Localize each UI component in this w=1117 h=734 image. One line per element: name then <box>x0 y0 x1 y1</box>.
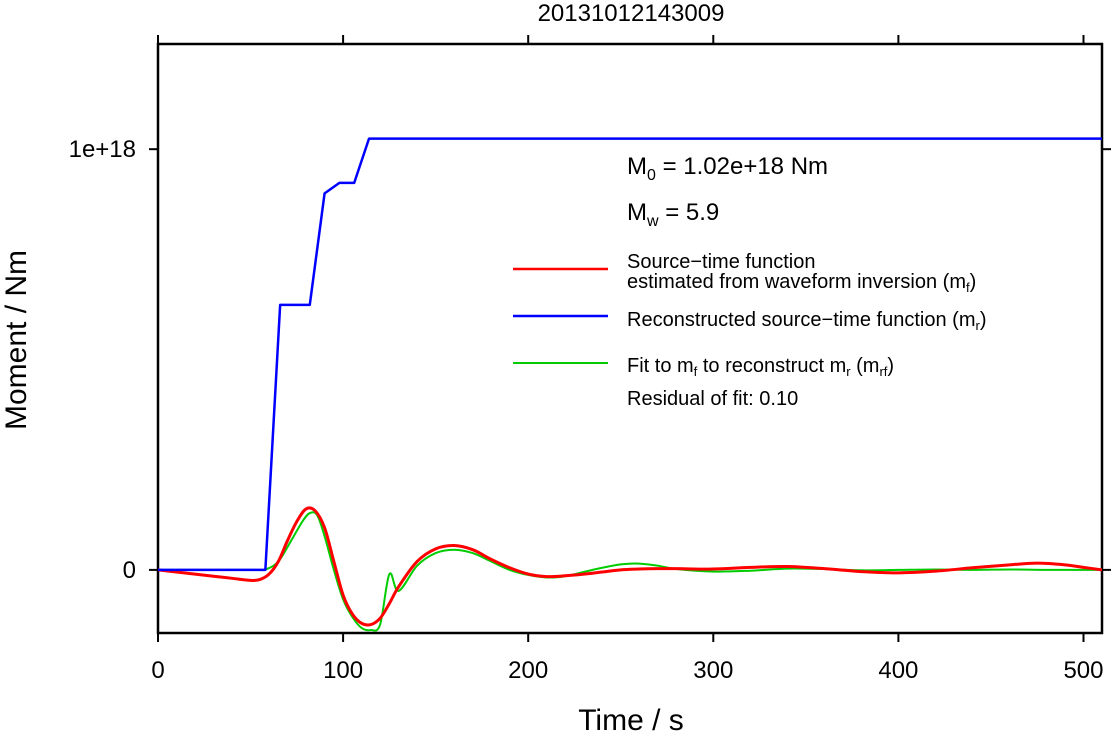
y-tick-label: 1e+18 <box>69 136 136 163</box>
m0-annotation: M0 = 1.02e+18 Nm <box>627 153 828 184</box>
x-axis-label: Time / s <box>578 704 684 734</box>
x-tick-label: 100 <box>323 657 363 684</box>
y-tick-label: 0 <box>123 557 136 584</box>
mw-annotation: Mw = 5.9 <box>627 199 719 230</box>
axis-ticks: 0 100 200 300 400 500 0 1e+18 <box>69 35 1111 684</box>
legend-red-line2: estimated from waveform inversion (mf) <box>627 271 976 295</box>
chart-title: 20131012143009 <box>538 0 725 27</box>
legend-blue-label: Reconstructed source−time function (mr) <box>627 309 987 333</box>
x-tick-label: 500 <box>1063 657 1103 684</box>
residual-annotation: Residual of fit: 0.10 <box>627 388 798 410</box>
x-tick-label: 400 <box>878 657 918 684</box>
x-tick-label: 200 <box>508 657 548 684</box>
x-tick-label: 300 <box>693 657 733 684</box>
legend-red-line1: Source−time function <box>627 251 815 273</box>
legend-green-label: Fit to mf to reconstruct mr (mrf) <box>627 355 894 379</box>
legend: Source−time function estimated from wave… <box>513 251 987 410</box>
x-tick-label: 0 <box>151 657 164 684</box>
plot-frame <box>156 42 1104 635</box>
y-axis-label: Moment / Nm <box>0 250 33 430</box>
series-line-fit <box>158 511 1102 632</box>
series-line-estimated <box>158 506 1102 627</box>
series-line-reconstructed <box>158 137 1102 572</box>
series-layer <box>158 137 1102 632</box>
